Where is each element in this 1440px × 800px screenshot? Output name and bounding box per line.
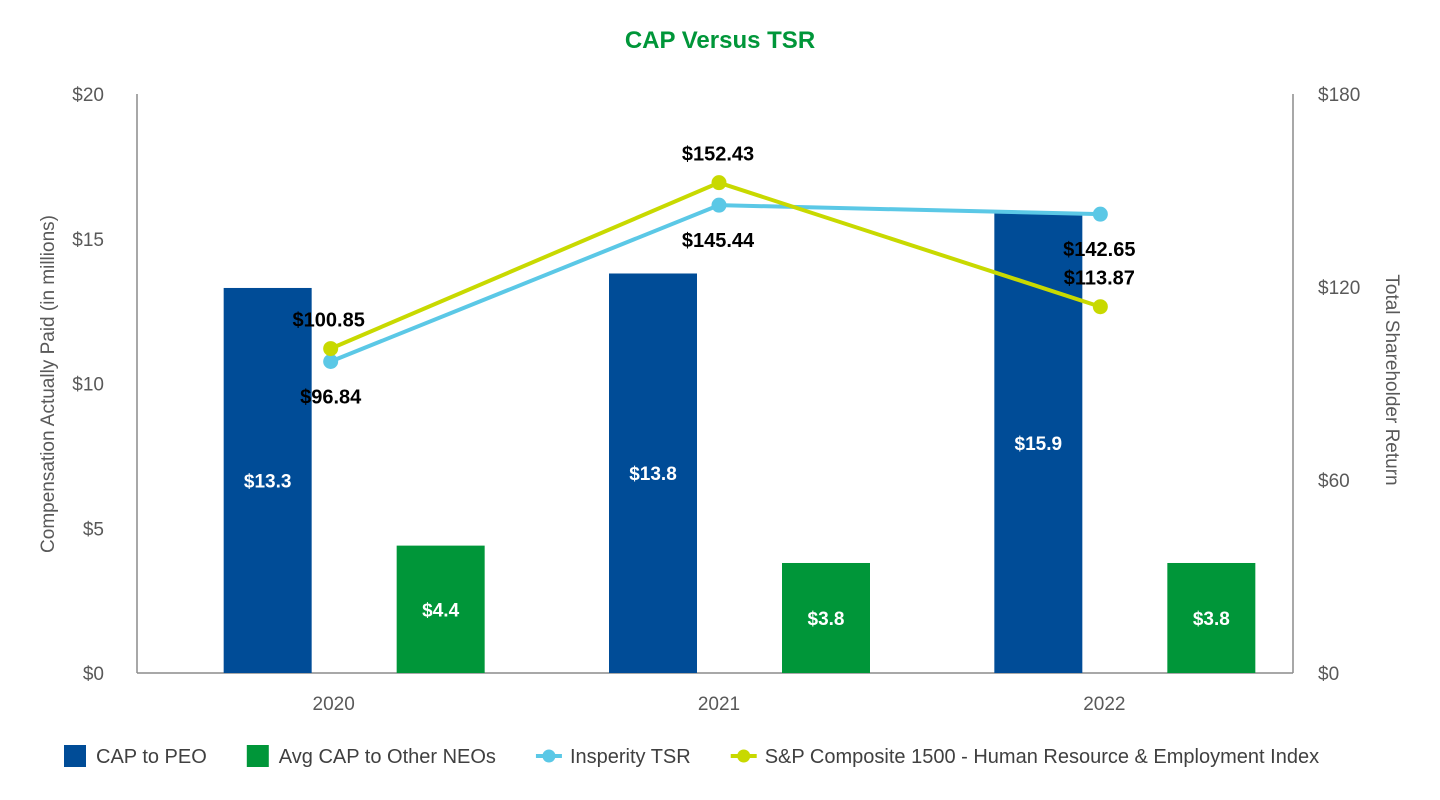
bar-value-label: $15.9	[1015, 434, 1063, 455]
legend: CAP to PEO Avg CAP to Other NEOs Insperity…	[64, 745, 1319, 768]
line-point-insperity-tsr	[1092, 206, 1108, 222]
lines	[323, 175, 1108, 369]
bars	[223, 212, 1256, 673]
bar-value-label: $4.4	[422, 600, 459, 621]
bar-cap-neo	[1167, 562, 1256, 673]
x-tick-label: 2021	[698, 694, 740, 715]
line-point-sp1500-index	[323, 341, 339, 357]
y2-tick-label: $180	[1318, 85, 1360, 106]
y2-tick-label: $60	[1318, 471, 1350, 492]
bar-cap-peo	[994, 212, 1083, 673]
line-point-sp1500-index	[711, 175, 727, 191]
y-tick-label: $10	[72, 375, 104, 396]
tsr-label: $96.84	[300, 386, 362, 408]
sp-label: $100.85	[293, 310, 365, 332]
line-point-sp1500-index	[1092, 299, 1108, 315]
bar-cap-peo	[609, 273, 697, 673]
chart-title: CAP Versus TSR	[625, 27, 815, 54]
bar-value-label: $3.8	[1193, 609, 1230, 630]
bar-value-label: $3.8	[808, 609, 845, 630]
y-tick-label: $15	[72, 230, 104, 251]
x-tick-label: 2020	[313, 694, 355, 715]
legend-marker	[737, 749, 751, 763]
y-axis-title: Compensation Actually Paid (in millions)	[38, 215, 59, 553]
y2-tick-label: $0	[1318, 664, 1339, 685]
y2-tick-label: $120	[1318, 278, 1360, 299]
line-point-insperity-tsr	[711, 197, 727, 213]
legend-marker	[542, 749, 556, 763]
legend-label: Insperity TSR	[570, 746, 691, 768]
legend-swatch	[64, 745, 86, 767]
bar-value-label: $13.3	[244, 471, 292, 492]
sp-label: $152.43	[682, 144, 754, 166]
legend-label: S&P Composite 1500 - Human Resource & Em…	[765, 746, 1319, 768]
y2-axis-title: Total Shareholder Return	[1381, 274, 1402, 485]
sp-label: $113.87	[1064, 268, 1135, 290]
bar-cap-neo	[396, 545, 485, 673]
line-insperity-tsr	[329, 203, 1101, 364]
legend-swatch	[246, 745, 269, 767]
data-labels: $13.3 $13.8 $15.9 $4.4 $3.8 $3.8 $96.84 $100.85…	[244, 144, 1230, 630]
legend-label: CAP to PEO	[96, 746, 207, 768]
tsr-label: $142.65	[1063, 239, 1135, 261]
y-tick-label: $0	[83, 664, 104, 685]
bar-value-label: $13.8	[629, 464, 677, 485]
tsr-label: $145.44	[682, 230, 755, 252]
y-tick-label: $20	[72, 85, 104, 106]
axes: $0 $5 $10 $15 $20 $0 $60 $120 $180 2020 2021 2022	[72, 85, 1360, 715]
y-tick-label: $5	[83, 519, 104, 540]
line-point-insperity-tsr	[323, 353, 339, 369]
legend-label: Avg CAP to Other NEOs	[279, 746, 496, 768]
bar-cap-neo	[782, 562, 870, 673]
x-tick-label: 2022	[1083, 694, 1125, 715]
bar-cap-peo	[223, 287, 312, 673]
